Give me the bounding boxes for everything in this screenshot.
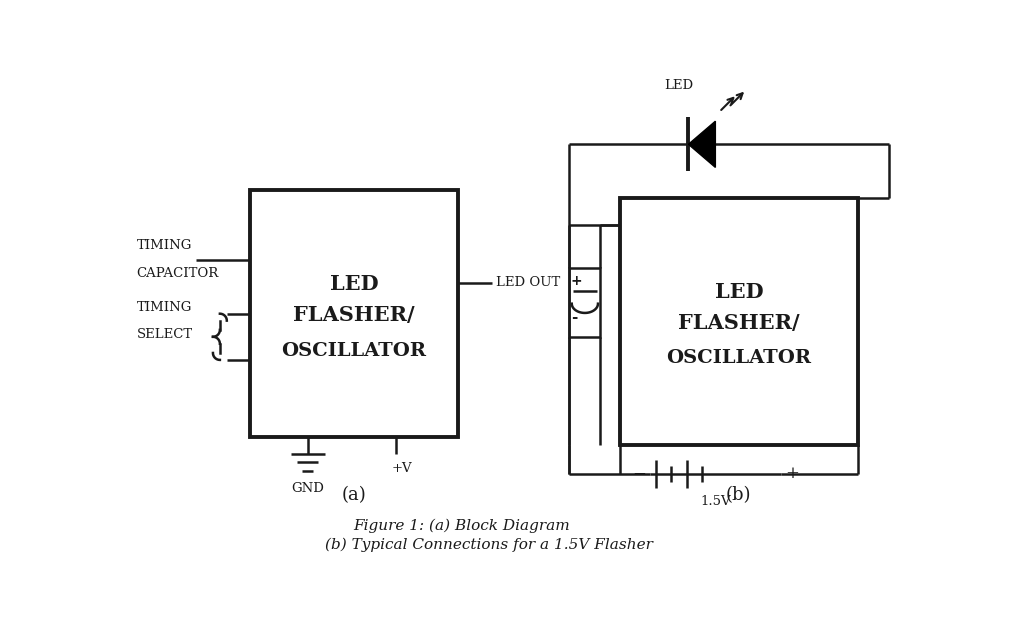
Text: LED: LED [715,282,763,302]
Text: OSCILLATOR: OSCILLATOR [282,342,426,359]
Text: SELECT: SELECT [137,328,193,341]
Text: LED OUT: LED OUT [497,276,560,289]
Text: LED: LED [330,274,378,294]
Text: Figure 1: (a) Block Diagram: Figure 1: (a) Block Diagram [353,518,570,532]
Text: +V: +V [391,461,412,474]
Text: -: - [571,310,578,325]
Text: CAPACITOR: CAPACITOR [137,267,219,280]
Text: +: + [785,466,799,482]
Text: +: + [571,274,583,288]
Text: TIMING: TIMING [137,301,193,314]
Text: −: − [633,466,646,482]
Text: GND: GND [291,482,325,496]
Text: OSCILLATOR: OSCILLATOR [667,349,811,368]
Bar [569,268,600,337]
Text: (b) Typical Connections for a 1.5V Flasher: (b) Typical Connections for a 1.5V Flash… [325,538,652,552]
Text: (b): (b) [726,486,752,504]
Text: 1.5V: 1.5V [700,496,731,508]
Polygon shape [688,121,716,168]
Text: FLASHER/: FLASHER/ [293,305,415,325]
Text: TIMING: TIMING [137,239,193,252]
Text: FLASHER/: FLASHER/ [678,313,800,333]
Text: LED: LED [665,79,693,92]
Bar [250,191,458,437]
Bar [620,198,858,444]
Text: (a): (a) [341,486,367,504]
